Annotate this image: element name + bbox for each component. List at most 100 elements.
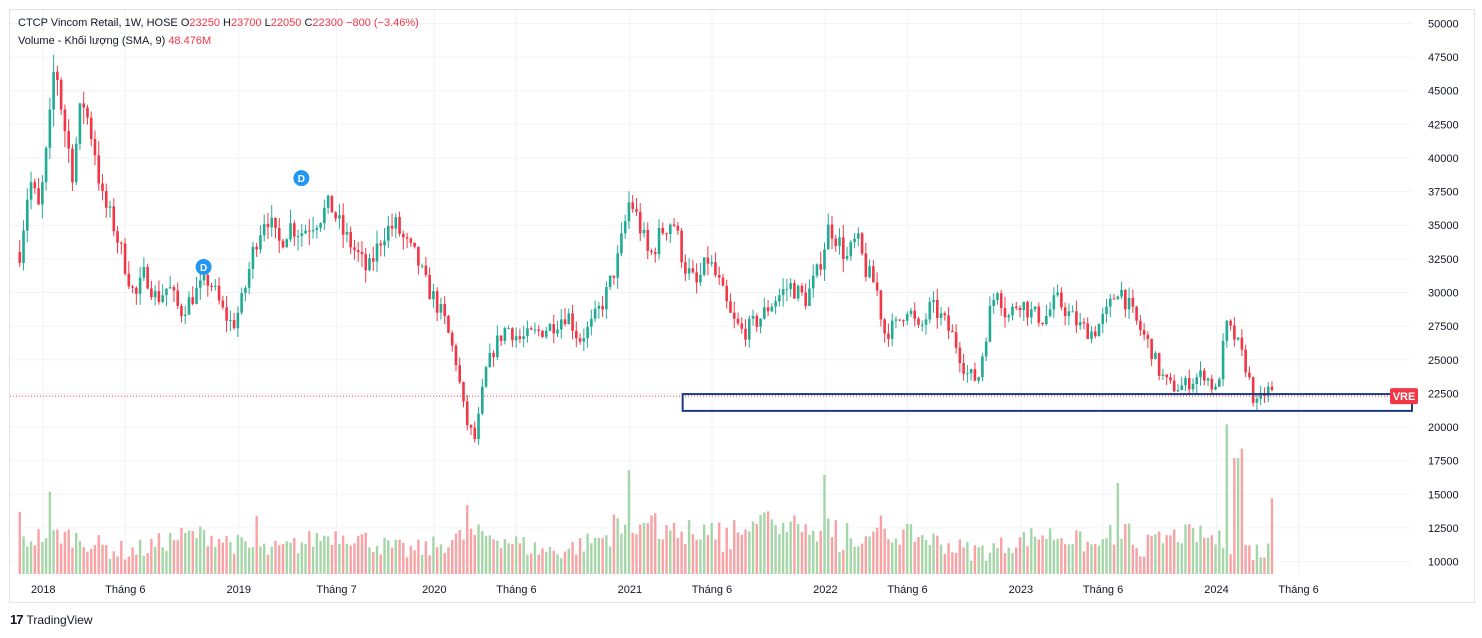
volume-bar [1146,534,1150,574]
candle-body [18,252,22,263]
candle-body [1127,297,1131,310]
volume-bar [834,520,837,574]
candle-body [1063,307,1067,317]
candle-body [601,305,604,310]
volume-bar [63,531,67,574]
volume-bar [503,539,507,574]
volume-bar [548,546,552,574]
volume-bar [789,521,792,574]
candle-body [887,333,890,339]
volume-bar [815,541,819,574]
volume-bar [1011,552,1014,574]
candle-body [41,182,44,205]
volume-bar [262,543,266,574]
volume-bar [157,533,161,574]
candle-body [323,207,326,224]
volume-bar [432,536,435,574]
price-axis[interactable]: 10000 12500 15000 17500 20000 22500 25000 27500… [1390,18,1459,569]
volume-bar [778,533,781,574]
volume-bar [646,523,649,574]
volume-bar [939,544,943,574]
volume-bar [259,546,262,574]
tradingview-logo-icon: 17 [10,612,24,627]
candle-body [804,292,807,306]
volume-bar [977,547,980,574]
candle-body [710,262,713,264]
volume-label: Volume - Khối lượng (SMA, 9) [18,35,166,47]
volume-bar [748,531,751,574]
candle-body [1255,398,1259,403]
candle-body [1191,383,1195,390]
chart-frame[interactable] [9,9,1475,603]
candle-body [612,275,616,278]
candle-body [473,427,477,440]
candle-body [1240,337,1244,350]
candle-body [274,217,277,228]
candle-body [1116,296,1120,300]
candle-body [699,275,702,283]
candle-body [63,109,67,132]
volume-bar [894,538,898,574]
candle-body [684,262,687,274]
candle-body [759,318,762,327]
volume-bar [695,539,698,574]
volume-bar [229,542,232,574]
volume-bar [41,542,44,574]
y-tick-label: 10000 [1428,557,1459,569]
candle-body [1097,324,1101,337]
candle-body [973,369,977,381]
volume-bar [1251,560,1255,574]
volume-bar [537,554,540,574]
volume-bar [247,547,251,574]
volume-bar [812,530,815,574]
volume-bar [947,543,950,574]
candle-body [785,289,789,291]
volume-bar [1048,528,1052,574]
candle-body [800,285,804,293]
volume-bar [981,545,984,574]
candle-body [962,363,965,374]
candles [18,54,1274,446]
symbol-legend[interactable]: CTCP Vincom Retail, 1W, HOSE O23250 H237… [18,17,419,29]
time-axis[interactable]: 2018 Tháng 6 2019 Tháng 7 2020 Tháng 6 2021 Thá… [31,584,1319,596]
volume-bar [563,551,567,574]
volume-bar [684,543,687,574]
volume-bar [902,529,905,574]
candle-body [93,139,97,156]
candle-body [608,275,612,288]
candle-body [875,282,879,291]
y-tick-label: 22500 [1428,388,1459,400]
candle-body [1172,380,1176,392]
x-tick-label: Tháng 6 [105,584,145,596]
candle-body [112,206,116,232]
y-tick-label: 40000 [1428,153,1459,165]
volume-bar [123,559,127,574]
candle-body [503,328,507,341]
volume-bar [135,554,138,574]
volume-bar [725,527,728,574]
candle-body [646,229,650,251]
volume-bar [1037,539,1041,574]
volume-bar [529,553,533,574]
volume-bar [484,535,488,574]
candle-body [909,310,913,315]
volume-bar [1127,523,1131,574]
volume-bar [105,545,108,574]
volume-bar [943,554,947,574]
volume-bar [1139,556,1142,574]
footer-brand[interactable]: 17 TradingView [10,612,93,627]
volume-bar [191,531,194,574]
volume-legend[interactable]: Volume - Khối lượng (SMA, 9) 48.476M [18,35,211,47]
candle-body [251,246,255,269]
volume-bar [417,539,420,574]
volume-bar [857,546,860,574]
close-value: 22300 [312,17,343,29]
volume-bar [657,538,661,574]
y-tick-label: 37500 [1428,187,1459,199]
candle-body [59,79,63,110]
candle-body [319,223,322,228]
candle-body [1210,378,1214,390]
candle-body [1225,320,1229,341]
volume-bar [78,541,82,574]
